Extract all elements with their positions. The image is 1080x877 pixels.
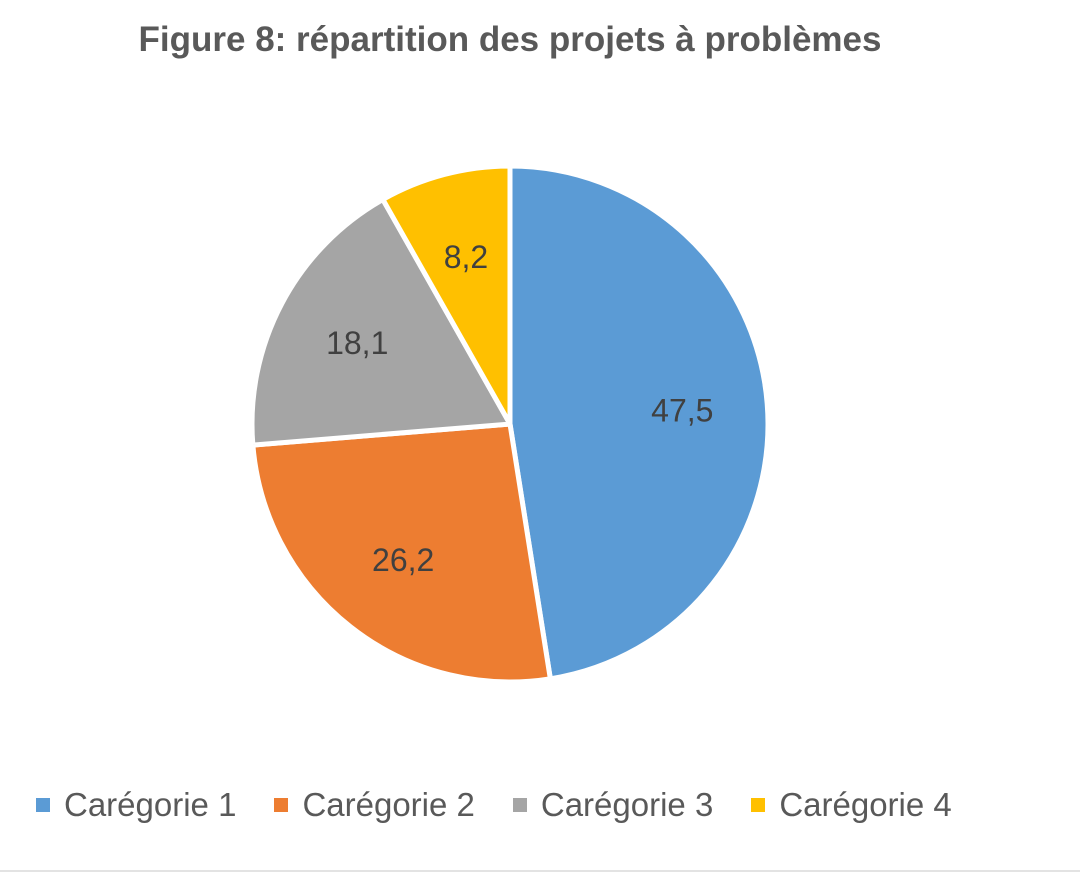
legend-swatch-4 xyxy=(751,798,766,812)
bottom-divider xyxy=(0,870,1080,872)
pie-slice-1 xyxy=(507,163,771,682)
data-label-3: 18,1 xyxy=(326,325,388,361)
legend-item-3: Carégorie 3 xyxy=(512,786,714,824)
data-label-2: 26,2 xyxy=(372,542,434,578)
legend-label-1: Carégorie 1 xyxy=(64,786,237,823)
data-label-1: 47,5 xyxy=(651,392,713,428)
legend-swatch-2 xyxy=(274,798,289,812)
chart-title: Figure 8: répartition des projets à prob… xyxy=(138,20,882,59)
legend-label-2: Carégorie 2 xyxy=(302,786,475,823)
legend-item-4: Carégorie 4 xyxy=(751,786,952,824)
legend-item-2: Carégorie 2 xyxy=(274,786,475,824)
pie-slice-4 xyxy=(380,163,513,427)
legend: Carégorie 1 Carégorie 2 Carégorie 3 Caré… xyxy=(36,786,990,824)
legend-label-3: Carégorie 3 xyxy=(540,786,714,823)
legend-item-1: Carégorie 1 xyxy=(36,786,236,824)
legend-swatch-3 xyxy=(512,798,527,812)
pie-slice-2 xyxy=(250,421,553,685)
legend-label-4: Carégorie 4 xyxy=(779,786,952,823)
legend-swatch-1 xyxy=(36,798,50,812)
pie-slice-3 xyxy=(249,196,513,448)
data-label-4: 8,2 xyxy=(444,239,488,275)
